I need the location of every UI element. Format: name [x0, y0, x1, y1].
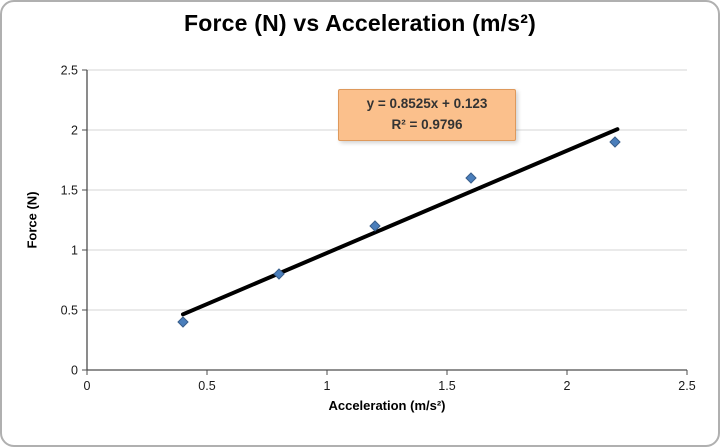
svg-text:0.5: 0.5 — [61, 304, 78, 318]
x-axis-title: Acceleration (m/s²) — [328, 398, 446, 413]
svg-text:2: 2 — [564, 379, 571, 393]
svg-text:2.5: 2.5 — [61, 64, 78, 78]
svg-text:0.5: 0.5 — [198, 379, 215, 393]
equation-box: y = 0.8525x + 0.123 R² = 0.9796 — [338, 89, 516, 141]
svg-text:1.5: 1.5 — [438, 379, 455, 393]
svg-text:0: 0 — [84, 379, 91, 393]
r-squared-text: R² = 0.9796 — [391, 117, 463, 132]
svg-text:1: 1 — [71, 244, 78, 258]
svg-text:1.5: 1.5 — [61, 184, 78, 198]
svg-text:2.5: 2.5 — [678, 379, 695, 393]
equation-text: y = 0.8525x + 0.123 — [366, 96, 488, 112]
svg-text:2: 2 — [71, 124, 78, 138]
svg-text:0: 0 — [71, 364, 78, 378]
chart-title: Force (N) vs Acceleration (m/s²) — [184, 10, 536, 36]
svg-text:1: 1 — [324, 379, 331, 393]
